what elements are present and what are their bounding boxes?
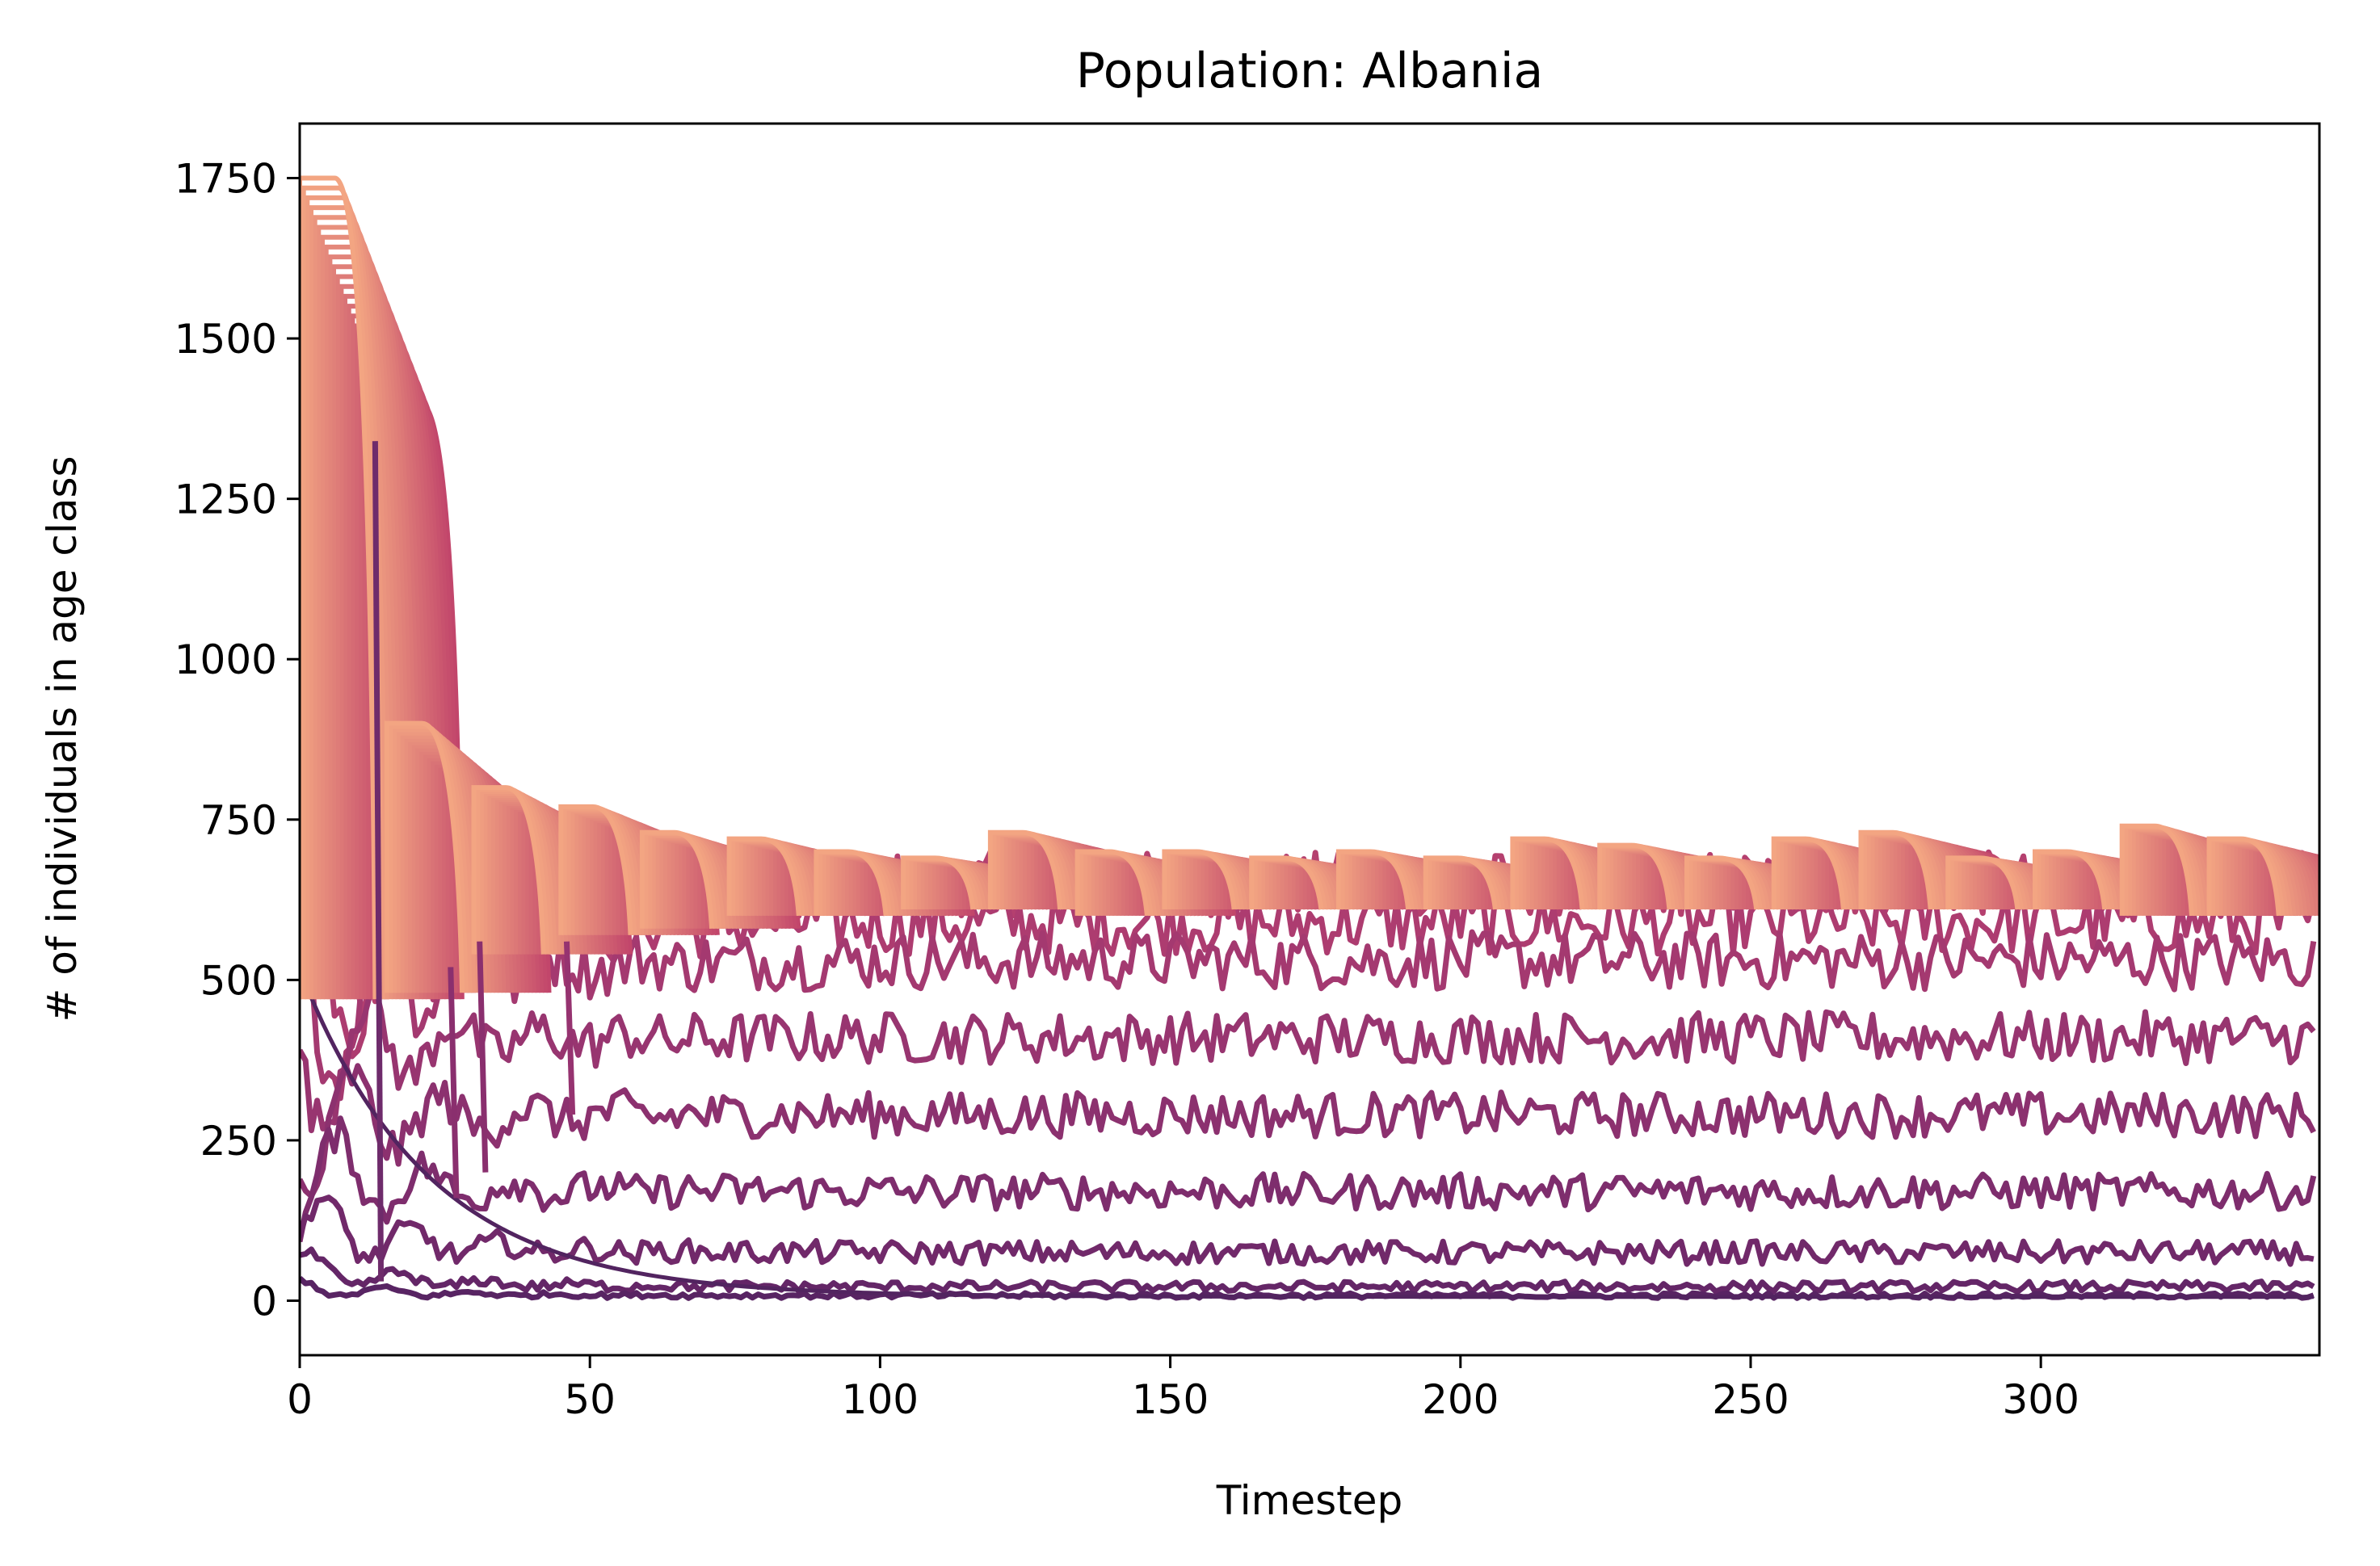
series-line-7 bbox=[300, 1246, 2315, 1295]
envelope-line-14-0 bbox=[1510, 836, 1585, 910]
envelope-line-0-0 bbox=[300, 175, 378, 1000]
chart-title: Population: Albania bbox=[1076, 43, 1544, 99]
y-tick-label: 1750 bbox=[175, 156, 277, 203]
plot-frame bbox=[298, 122, 2321, 1357]
y-tick-label: 500 bbox=[200, 957, 277, 1004]
envelope-line-1-0 bbox=[384, 720, 465, 993]
envelope-line-15-0 bbox=[1597, 842, 1672, 910]
envelope-line-21-0 bbox=[2119, 823, 2194, 917]
drop-spike-1 bbox=[448, 967, 460, 1199]
envelope-line-7-0 bbox=[901, 855, 976, 910]
drop-spike-3 bbox=[563, 941, 576, 1115]
x-tick-label: 300 bbox=[2002, 1376, 2079, 1423]
envelope-line-6-0 bbox=[814, 849, 889, 917]
x-tick-label: 150 bbox=[1132, 1376, 1209, 1423]
y-tick-label: 750 bbox=[200, 797, 277, 844]
drop-spike-2 bbox=[477, 941, 489, 1173]
x-tick-label: 0 bbox=[287, 1376, 313, 1423]
envelope-line-13-0 bbox=[1423, 855, 1498, 910]
envelope-line-5-0 bbox=[726, 836, 801, 917]
y-tick-label: 250 bbox=[200, 1118, 277, 1165]
envelope-line-2-0 bbox=[471, 785, 546, 955]
series-line-2 bbox=[300, 921, 2317, 1102]
series-line-4 bbox=[300, 1063, 2316, 1199]
envelope-line-4-0 bbox=[639, 829, 715, 929]
envelope-line-12-0 bbox=[1335, 849, 1411, 910]
y-tick-label: 1000 bbox=[175, 636, 277, 683]
x-axis: 0 50 100 150 200 250 300 bbox=[287, 1355, 2079, 1423]
envelope-line-22-0 bbox=[2206, 836, 2281, 917]
series-line-6 bbox=[300, 1194, 2315, 1267]
y-tick-label: 0 bbox=[251, 1278, 277, 1325]
envelope-line-8-0 bbox=[987, 829, 1063, 910]
x-axis-label: Timestep bbox=[1216, 1477, 1403, 1524]
envelope-line-10-0 bbox=[1162, 849, 1237, 910]
x-tick-label: 50 bbox=[564, 1376, 616, 1423]
y-axis: 0 250 500 750 1000 1250 1500 1750 bbox=[175, 156, 300, 1325]
x-tick-label: 200 bbox=[1422, 1376, 1499, 1423]
envelope-line-11-0 bbox=[1249, 855, 1324, 910]
envelope-line-19-0 bbox=[1945, 855, 2020, 910]
y-tick-label: 1250 bbox=[175, 477, 277, 523]
x-tick-label: 250 bbox=[1712, 1376, 1789, 1423]
drop-spike-0 bbox=[372, 441, 385, 1282]
series-line-3 bbox=[300, 983, 2316, 1134]
y-tick-label: 1500 bbox=[175, 316, 277, 363]
envelope-line-3-0 bbox=[558, 804, 633, 935]
decay-series-line bbox=[300, 968, 2314, 1299]
envelope-line-9-0 bbox=[1074, 849, 1150, 917]
envelope-line-17-0 bbox=[1771, 836, 1846, 910]
series-line-5 bbox=[300, 1115, 2317, 1243]
envelope-line-18-0 bbox=[1858, 829, 1933, 910]
y-axis-label: # of individuals in age class bbox=[39, 456, 86, 1022]
envelope-line-16-0 bbox=[1684, 855, 1760, 910]
envelope-line-20-0 bbox=[2033, 849, 2108, 910]
x-tick-label: 100 bbox=[842, 1376, 919, 1423]
plot-area bbox=[300, 175, 2319, 1301]
